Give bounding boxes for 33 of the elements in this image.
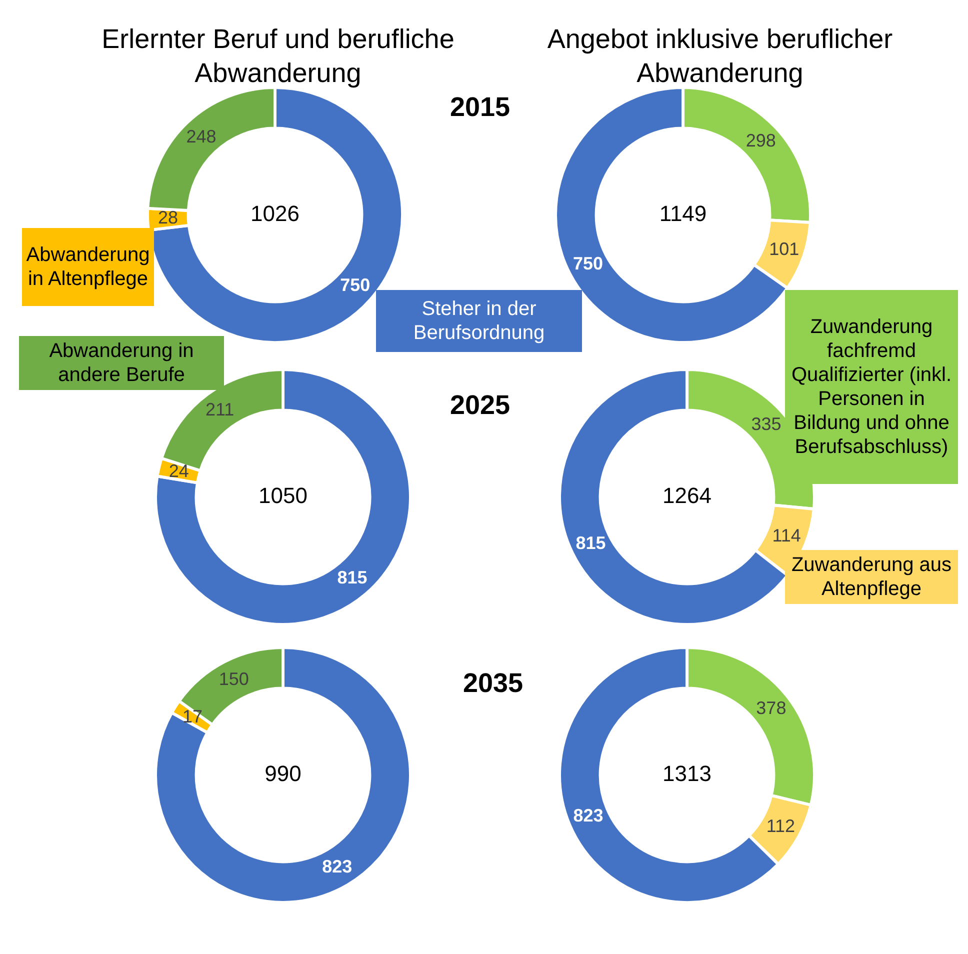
slice-label: Zuwanderung fachfremd Qualifizierter (inkl. Personen in Bildung und ohne Berufsabschluss) <box>790 315 953 459</box>
data-label: 750 <box>340 275 370 296</box>
data-label: 211 <box>205 400 234 420</box>
data-label: 114 <box>772 525 801 546</box>
data-label: 28 <box>158 208 178 228</box>
data-label: 24 <box>168 460 189 481</box>
data-label: 815 <box>576 533 606 554</box>
data-label: 823 <box>322 856 352 876</box>
text: 1264 <box>662 483 712 508</box>
data-label: 378 <box>756 698 786 718</box>
text: 2025 <box>448 390 512 421</box>
data-label: 112 <box>766 816 796 836</box>
data-label: 150 <box>218 668 249 689</box>
slice-label: Steher in der Berufsordnung <box>412 297 546 345</box>
data-label: 248 <box>186 126 216 146</box>
data-label: 101 <box>769 239 800 260</box>
data-label: 298 <box>746 130 776 150</box>
slice-label: Zuwanderung aus Altenpflege <box>790 553 953 601</box>
data-label: 750 <box>572 253 604 274</box>
chart-title: Erlernter Beruf und berufliche Abwanderung <box>100 23 456 90</box>
text: 1313 <box>662 761 712 786</box>
data-label: 335 <box>751 414 782 434</box>
chart-subtitle: 2015 <box>448 92 512 123</box>
chart-title: Angebot inklusive beruflicher Abwanderung <box>546 23 894 90</box>
data-label: 815 <box>337 568 368 588</box>
text: 990 <box>264 761 302 786</box>
text: 1149 <box>659 201 707 226</box>
slice-label: Abwanderung in Altenpflege <box>26 243 150 291</box>
slice-label: Abwanderung in andere Berufe <box>48 339 195 387</box>
text: 1050 <box>258 483 308 508</box>
text: 1026 <box>250 201 300 226</box>
data-label: 823 <box>573 806 604 826</box>
text: 2035 <box>462 668 524 699</box>
